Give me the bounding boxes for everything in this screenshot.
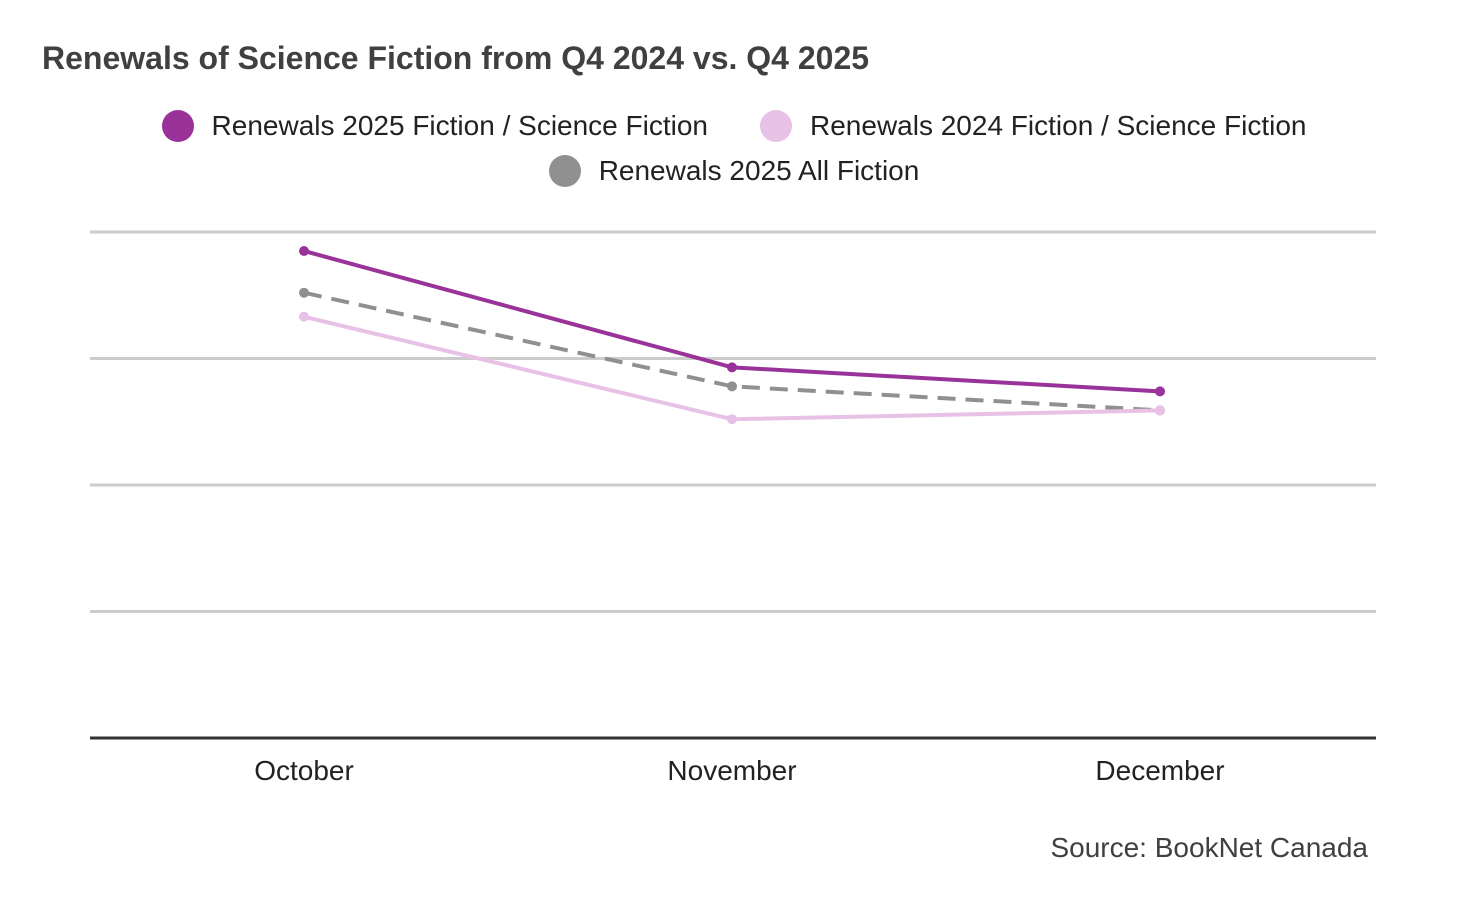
legend-item-2024-science-fiction: Renewals 2024 Fiction / Science Fiction: [760, 108, 1306, 144]
source-note: Source: BookNet Canada: [1050, 832, 1368, 863]
legend-item-2025-science-fiction: Renewals 2025 Fiction / Science Fiction: [161, 108, 708, 144]
x-tick-labels: October November December: [254, 755, 1224, 786]
legend-swatch-2025-all-fiction: [548, 155, 581, 187]
data-point: [299, 245, 309, 256]
data-point: [299, 287, 309, 298]
legend-label-2025-science-fiction: Renewals 2025 Fiction / Science Fiction: [211, 110, 708, 141]
gridlines: [90, 230, 1376, 613]
data-point: [727, 414, 737, 425]
x-tick-label: October: [254, 755, 354, 786]
legend-item-2025-all-fiction: Renewals 2025 All Fiction: [548, 153, 920, 189]
chart-title: Renewals of Science Fiction from Q4 2024…: [42, 40, 870, 76]
data-point: [299, 311, 309, 322]
data-point: [1155, 386, 1165, 397]
data-point: [727, 362, 737, 373]
data-point: [1155, 405, 1165, 416]
legend-swatch-2025-science-fiction: [161, 110, 194, 142]
series-line: [303, 290, 1161, 413]
legend-swatch-2024-science-fiction: [760, 110, 792, 142]
chart-legend: Renewals 2025 Fiction / Science Fiction …: [0, 108, 1468, 189]
legend-label-2024-science-fiction: Renewals 2024 Fiction / Science Fiction: [810, 110, 1307, 141]
x-tick-label: December: [1095, 755, 1224, 786]
legend-row-1: Renewals 2025 Fiction / Science Fiction …: [161, 108, 1306, 144]
series-lines: [299, 245, 1165, 425]
data-point: [727, 381, 737, 392]
legend-row-2: Renewals 2025 All Fiction: [548, 153, 920, 189]
x-tick-label: November: [667, 755, 796, 786]
legend-label-2025-all-fiction: Renewals 2025 All Fiction: [598, 155, 920, 186]
